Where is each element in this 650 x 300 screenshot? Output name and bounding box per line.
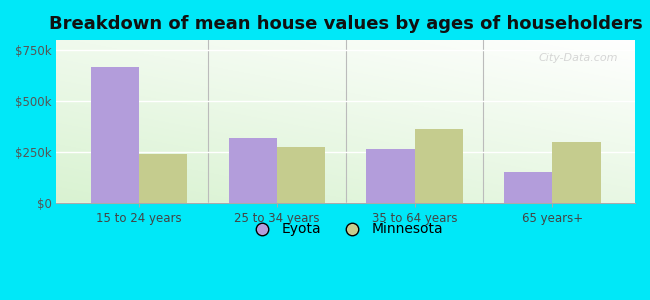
- Bar: [415, 129, 463, 203]
- Bar: [552, 142, 601, 203]
- Bar: [367, 149, 415, 203]
- Bar: [229, 138, 277, 203]
- Title: Breakdown of mean house values by ages of householders: Breakdown of mean house values by ages o…: [49, 15, 643, 33]
- Bar: [277, 147, 325, 203]
- Text: City-Data.com: City-Data.com: [538, 53, 617, 63]
- Bar: [91, 67, 139, 203]
- Bar: [139, 154, 187, 203]
- Legend: Eyota, Minnesota: Eyota, Minnesota: [243, 217, 448, 242]
- Bar: [504, 172, 552, 203]
